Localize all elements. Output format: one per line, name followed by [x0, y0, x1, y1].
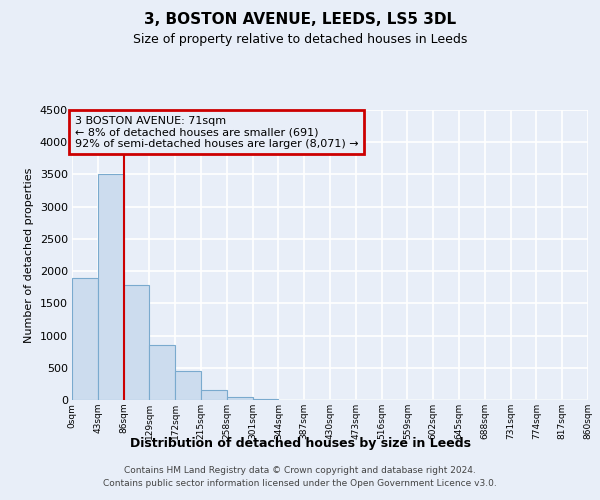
Text: Contains HM Land Registry data © Crown copyright and database right 2024.
Contai: Contains HM Land Registry data © Crown c…: [103, 466, 497, 487]
Text: Distribution of detached houses by size in Leeds: Distribution of detached houses by size …: [130, 438, 470, 450]
Bar: [253, 398, 278, 400]
Bar: [72, 278, 98, 400]
Bar: [124, 286, 149, 400]
Text: Size of property relative to detached houses in Leeds: Size of property relative to detached ho…: [133, 32, 467, 46]
Bar: [175, 371, 201, 400]
Text: 3, BOSTON AVENUE, LEEDS, LS5 3DL: 3, BOSTON AVENUE, LEEDS, LS5 3DL: [144, 12, 456, 28]
Bar: [149, 345, 175, 400]
Bar: [201, 390, 227, 400]
Bar: [98, 174, 124, 400]
Bar: [227, 397, 253, 400]
Y-axis label: Number of detached properties: Number of detached properties: [24, 168, 34, 342]
Text: 3 BOSTON AVENUE: 71sqm
← 8% of detached houses are smaller (691)
92% of semi-det: 3 BOSTON AVENUE: 71sqm ← 8% of detached …: [75, 116, 358, 149]
